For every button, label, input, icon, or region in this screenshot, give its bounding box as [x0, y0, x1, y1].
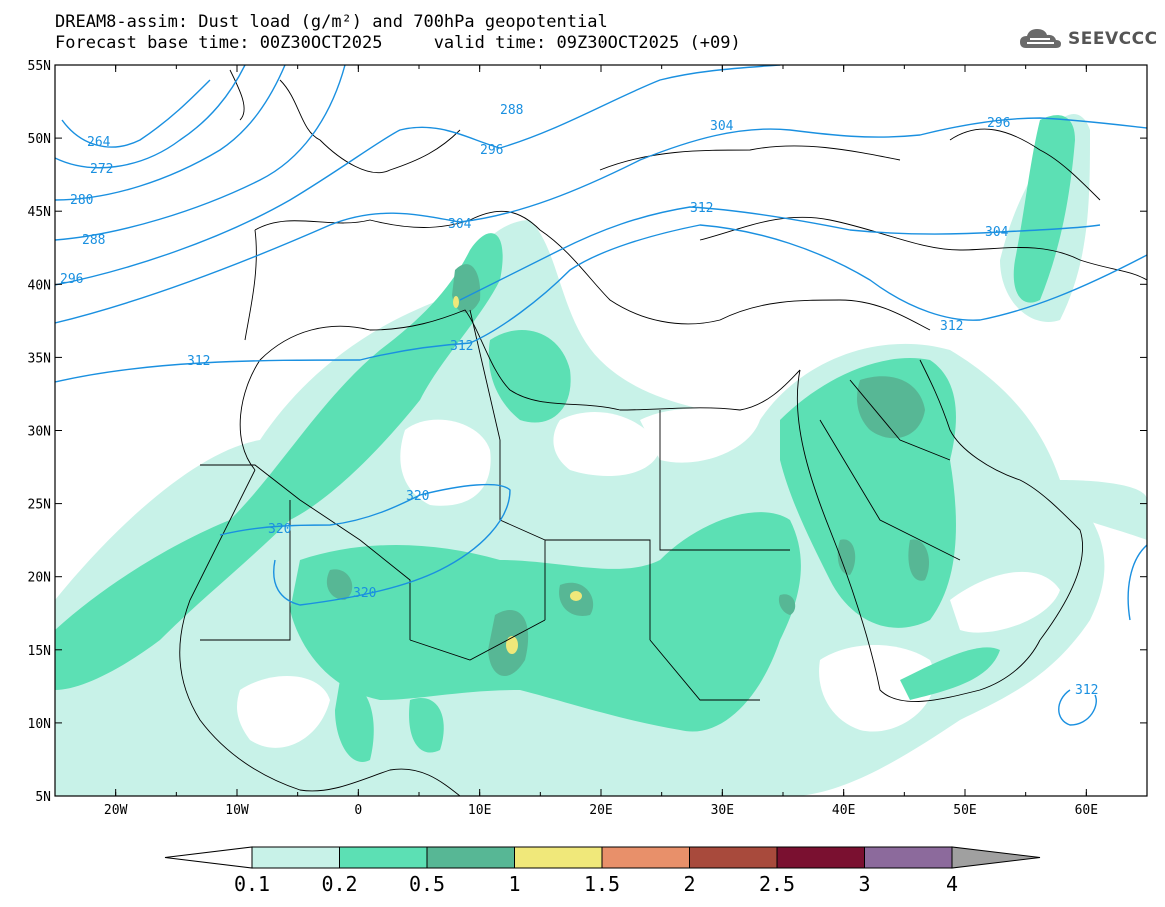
lat-label: 30N: [28, 425, 51, 440]
colorbar-segment: [689, 846, 778, 869]
lon-label: 20W: [104, 803, 128, 818]
axes: 20W 10W 0 10E 20E 30E 40E 50E 60E 55N 50N 45N 40N 35N…: [28, 59, 1148, 818]
logo-text: SEEVCCC: [1068, 29, 1158, 49]
colorbar-label: 2.5: [759, 872, 795, 896]
contour-label: 272: [90, 162, 113, 177]
contour-label: 320: [406, 489, 429, 504]
contour-label: 320: [353, 586, 376, 601]
colorbar-label: 1: [508, 872, 520, 896]
lat-label: 5N: [35, 790, 51, 805]
lat-label: 15N: [28, 644, 51, 659]
dust-shading: [55, 114, 1147, 796]
contour-label: 312: [940, 319, 963, 334]
contour-label: 296: [987, 116, 1010, 131]
contour-label: 264: [87, 135, 111, 150]
lat-label: 55N: [28, 59, 51, 74]
time-info: Forecast base time: 00Z30OCT2025 valid t…: [55, 33, 741, 53]
lon-label: 60E: [1075, 803, 1098, 818]
colorbar-over-triangle: [951, 846, 1041, 869]
colorbar-segment: [426, 846, 515, 869]
contour-label: 320: [268, 522, 291, 537]
colorbar-label: 1.5: [584, 872, 620, 896]
contour-label: 312: [450, 339, 473, 354]
contour-label: 304: [985, 225, 1009, 240]
chart-title: DREAM8-assim: Dust load (g/m²) and 700hP…: [55, 12, 608, 32]
lon-label: 20E: [589, 803, 612, 818]
contour-label: 280: [70, 193, 93, 208]
contour-label: 288: [500, 103, 523, 118]
lon-label: 30E: [711, 803, 734, 818]
contour-label: 296: [60, 272, 83, 287]
lat-label: 50N: [28, 132, 51, 147]
contour-label: 296: [480, 143, 503, 158]
contour-label: 312: [1075, 683, 1098, 698]
contour-label: 304: [448, 217, 472, 232]
lon-label: 10W: [225, 803, 249, 818]
lat-label: 25N: [28, 498, 51, 513]
colorbar-label: 3: [858, 872, 870, 896]
lon-label: 50E: [953, 803, 976, 818]
lat-label: 35N: [28, 351, 51, 366]
colorbar-label: 0.1: [234, 872, 270, 896]
colorbar-segment: [601, 846, 690, 869]
colorbar-segment: [864, 846, 953, 869]
lat-label: 10N: [28, 717, 51, 732]
seevccc-logo: SEEVCCC: [1018, 26, 1158, 52]
contour-label: 304: [710, 119, 734, 134]
lat-label: 45N: [28, 205, 51, 220]
colorbar-segment: [251, 846, 340, 869]
lon-label: 0: [354, 803, 362, 818]
colorbar-segment: [339, 846, 428, 869]
contour-label: 288: [82, 233, 105, 248]
contour-label: 312: [690, 201, 713, 216]
colorbar-label: 2: [683, 872, 695, 896]
lon-label: 40E: [832, 803, 855, 818]
colorbar-label: 0.2: [321, 872, 357, 896]
colorbar-under-triangle: [164, 846, 253, 869]
lat-label: 40N: [28, 278, 51, 293]
colorbar-segment: [514, 846, 603, 869]
colorbar-label: 4: [946, 872, 958, 896]
colorbar: 0.1 0.2 0.5 1 1.5 2 2.5 3 4: [164, 846, 1041, 896]
cloud-icon: [1020, 29, 1061, 48]
colorbar-segment: [776, 846, 865, 869]
contour-label: 312: [187, 354, 210, 369]
contour-labels: 264 272 280 288 296 288 296 304 304 312 …: [60, 103, 1098, 698]
lat-label: 20N: [28, 571, 51, 586]
geopotential-contours: [55, 65, 1147, 726]
lon-label: 10E: [468, 803, 491, 818]
colorbar-label: 0.5: [409, 872, 445, 896]
